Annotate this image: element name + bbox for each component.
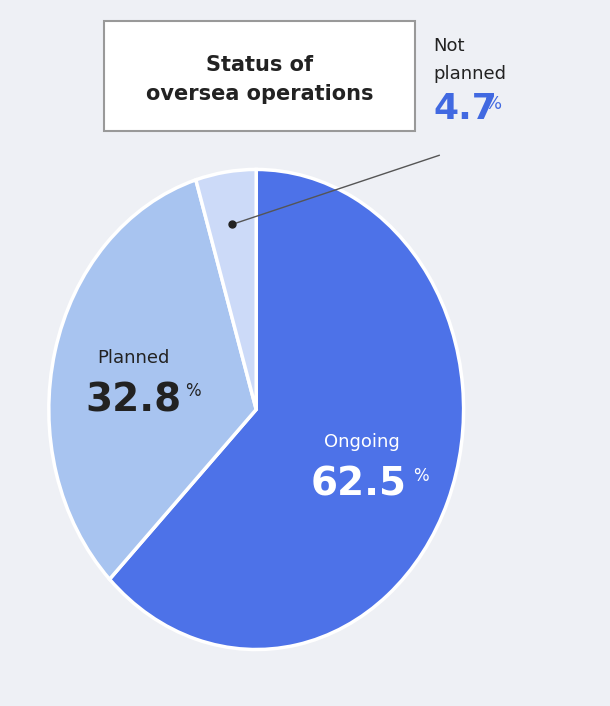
- Text: Status of: Status of: [206, 55, 313, 76]
- Text: 32.8: 32.8: [85, 381, 181, 419]
- Text: Ongoing: Ongoing: [324, 433, 400, 451]
- Wedge shape: [110, 169, 464, 650]
- Text: 4.7: 4.7: [433, 92, 497, 126]
- Text: Planned: Planned: [97, 349, 170, 367]
- FancyBboxPatch shape: [104, 21, 415, 131]
- Text: %: %: [414, 467, 429, 484]
- Text: 62.5: 62.5: [310, 466, 406, 503]
- Text: oversea operations: oversea operations: [146, 83, 373, 104]
- Text: Not: Not: [433, 37, 465, 55]
- Text: %: %: [485, 95, 502, 114]
- Wedge shape: [196, 169, 256, 409]
- Text: planned: planned: [433, 65, 506, 83]
- Wedge shape: [49, 180, 256, 579]
- Text: %: %: [185, 382, 201, 400]
